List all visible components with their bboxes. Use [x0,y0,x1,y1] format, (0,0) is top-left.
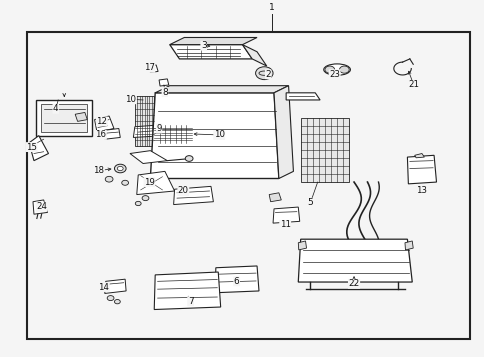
Circle shape [255,67,272,80]
Circle shape [117,166,123,171]
Circle shape [185,156,193,161]
Circle shape [324,66,334,73]
Text: 10: 10 [125,95,136,104]
Polygon shape [94,116,114,132]
Polygon shape [104,129,120,139]
Text: 13: 13 [416,186,426,196]
Polygon shape [286,93,319,100]
Polygon shape [75,112,87,121]
Polygon shape [169,37,257,45]
Polygon shape [135,96,154,146]
Text: 16: 16 [95,130,106,140]
Text: 23: 23 [329,70,339,79]
Bar [27,32,469,339]
Polygon shape [414,154,424,158]
Polygon shape [130,151,167,164]
Polygon shape [159,79,168,86]
Polygon shape [173,186,213,205]
Polygon shape [149,65,158,72]
Polygon shape [150,93,278,178]
Polygon shape [269,193,281,202]
Circle shape [114,164,126,173]
Text: 22: 22 [348,279,359,288]
Text: 4: 4 [53,104,59,114]
Polygon shape [404,241,412,250]
Text: 17: 17 [144,63,154,72]
Circle shape [121,180,128,185]
Polygon shape [272,207,299,223]
Text: 7: 7 [187,297,193,306]
Circle shape [107,296,114,301]
Text: 15: 15 [26,142,37,152]
Circle shape [339,66,348,73]
Text: 12: 12 [96,117,107,126]
Polygon shape [298,241,306,250]
Polygon shape [41,104,87,132]
Polygon shape [29,136,48,161]
Polygon shape [155,86,288,93]
Text: 9: 9 [156,124,162,133]
Text: 5: 5 [307,198,313,207]
Ellipse shape [323,64,349,75]
Text: 6: 6 [233,277,239,286]
Text: 14: 14 [98,282,109,292]
Text: 18: 18 [93,166,104,175]
Text: 1: 1 [268,4,274,12]
Text: 11: 11 [279,220,290,230]
Text: 21: 21 [408,80,418,90]
Polygon shape [273,86,293,178]
Circle shape [135,201,141,206]
Text: 10: 10 [213,130,224,140]
Polygon shape [36,100,92,136]
Polygon shape [133,125,164,137]
Polygon shape [154,272,220,310]
Circle shape [142,196,149,201]
Polygon shape [407,155,436,184]
Polygon shape [242,45,266,66]
Text: 19: 19 [144,177,154,187]
Polygon shape [154,125,191,143]
Polygon shape [105,279,126,293]
Text: 8: 8 [162,87,167,97]
Polygon shape [300,118,348,182]
Polygon shape [136,171,174,195]
Polygon shape [215,266,258,293]
Text: 20: 20 [178,186,188,196]
Polygon shape [298,239,411,282]
Text: 24: 24 [36,202,47,211]
Circle shape [105,176,113,182]
Polygon shape [33,200,47,214]
Text: 3: 3 [200,41,206,50]
Text: 2: 2 [265,70,271,79]
Circle shape [114,300,120,304]
Polygon shape [169,45,252,59]
